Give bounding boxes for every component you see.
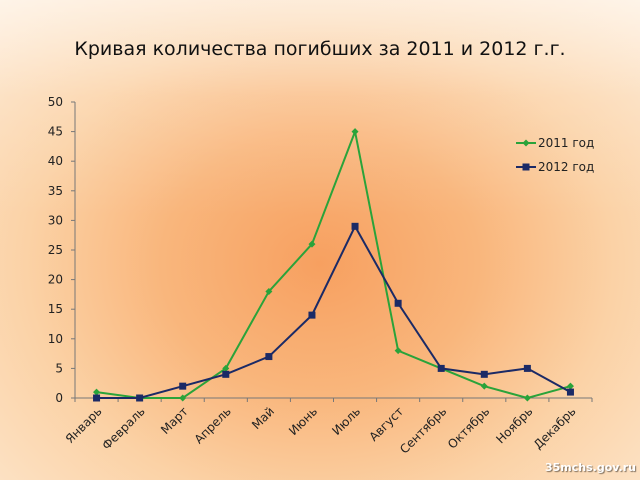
y-tick-label: 0: [55, 391, 63, 405]
x-tick-label: Июнь: [286, 404, 320, 438]
x-tick-label: Октябрь: [445, 404, 492, 451]
x-tick-label: Ноябрь: [493, 404, 535, 446]
legend-label: 2012 год: [538, 160, 594, 174]
chart-legend: 2011 год 2012 год: [516, 136, 594, 174]
x-tick-label: Март: [158, 404, 191, 437]
data-point: [523, 364, 531, 372]
legend-marker: [522, 139, 530, 147]
series-line: [96, 224, 571, 399]
series-1: [93, 127, 574, 402]
data-point: [351, 222, 359, 230]
y-tick-label: 25: [48, 243, 63, 257]
series-2: [93, 222, 574, 402]
data-point: [351, 128, 359, 136]
y-tick-label: 15: [48, 302, 63, 316]
data-point: [308, 311, 316, 319]
data-point: [222, 364, 230, 372]
data-point: [480, 382, 488, 390]
data-point: [93, 394, 101, 402]
x-tick-label: Август: [366, 404, 406, 444]
x-tick-label: Май: [249, 404, 277, 432]
data-point: [437, 364, 445, 372]
y-tick-label: 20: [48, 273, 63, 287]
data-point: [93, 388, 101, 396]
x-tick-label: Январь: [63, 404, 105, 446]
y-tick-label: 5: [55, 361, 63, 375]
data-point: [394, 299, 402, 307]
x-tick-label: Декабрь: [531, 404, 579, 452]
y-tick-label: 50: [48, 95, 63, 109]
y-tick-label: 45: [48, 125, 63, 139]
series-line: [96, 127, 571, 400]
x-tick-label: Июль: [329, 404, 363, 438]
chart-series: [93, 127, 574, 402]
data-point: [179, 382, 187, 390]
y-tick-label: 40: [48, 154, 63, 168]
y-tick-label: 35: [48, 184, 63, 198]
data-point: [566, 388, 574, 396]
data-point: [566, 382, 574, 390]
data-point: [265, 287, 273, 295]
legend-marker: [522, 163, 530, 171]
y-axis-ticks: 0 5 10 15 20 25 30 35 40 45 50: [48, 95, 75, 405]
chart-title: Кривая количества погибших за 2011 и 201…: [74, 38, 566, 60]
y-tick-label: 30: [48, 213, 63, 227]
x-tick-label: Апрель: [192, 404, 234, 446]
data-point: [222, 370, 230, 378]
y-tick-label: 10: [48, 332, 63, 346]
data-point: [480, 370, 488, 378]
legend-label: 2011 год: [538, 136, 594, 150]
data-point: [136, 394, 144, 402]
chart-axes: [74, 102, 592, 399]
watermark: 35mchs.gov.ru: [545, 461, 636, 474]
data-point: [394, 347, 402, 355]
x-tick-label: Сентябрь: [397, 404, 449, 456]
data-point: [179, 394, 187, 402]
data-point: [308, 240, 316, 248]
x-tick-label: Февраль: [99, 404, 147, 452]
data-point: [265, 353, 273, 361]
data-point: [523, 394, 531, 402]
